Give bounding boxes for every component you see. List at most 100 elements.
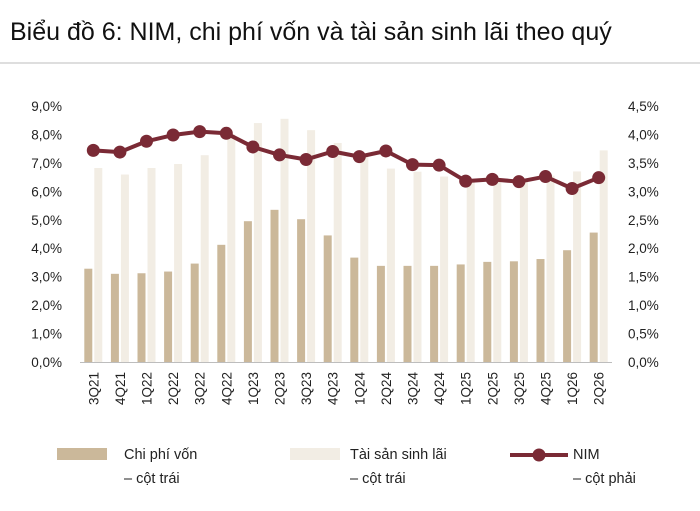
bar-tai-san-sinh-lai	[280, 118, 289, 362]
nim-point	[326, 145, 340, 159]
x-tick-label: 1Q25	[459, 372, 474, 405]
x-tick-label: 4Q23	[326, 372, 341, 405]
y-right-tick-label: 3,5%	[628, 156, 659, 171]
y-left-tick-label: 4,0%	[31, 241, 62, 256]
bar-tai-san-sinh-lai	[94, 168, 103, 362]
nim-point	[565, 181, 579, 195]
nim-point	[592, 171, 606, 185]
bar-chi-phi-von	[483, 261, 492, 362]
bar-tai-san-sinh-lai	[253, 123, 262, 362]
nim-point	[193, 125, 207, 139]
nim-point	[379, 144, 393, 158]
y-left-tick-label: 8,0%	[31, 127, 62, 142]
legend-swatch-tai-san-sinh-lai	[290, 448, 340, 460]
legend-sublabel-chi-phi-von: – cột trái	[124, 471, 180, 487]
y-right-tick-label: 3,0%	[628, 184, 659, 199]
x-tick-label: 4Q25	[539, 372, 554, 405]
x-tick-label: 1Q24	[352, 372, 367, 406]
bar-chi-phi-von	[270, 209, 279, 362]
nim-point	[352, 150, 366, 164]
bar-tai-san-sinh-lai	[147, 168, 156, 362]
nim-point	[246, 140, 260, 154]
x-tick-label: 2Q26	[592, 372, 607, 405]
bar-chi-phi-von	[376, 265, 385, 362]
x-tick-label: 3Q21	[86, 372, 101, 405]
bar-tai-san-sinh-lai	[519, 180, 528, 362]
nim-point	[273, 148, 286, 162]
y-left-tick-label: 3,0%	[31, 270, 62, 285]
nim-point	[113, 145, 127, 159]
bar-chi-phi-von	[350, 257, 359, 362]
nim-point	[86, 143, 100, 157]
nim-point	[406, 158, 419, 172]
nim-point	[140, 134, 153, 148]
y-right-tick-label: 1,0%	[628, 298, 659, 313]
bar-chi-phi-von	[509, 261, 518, 362]
bar-tai-san-sinh-lai	[360, 154, 369, 362]
bar-chi-phi-von	[164, 271, 173, 362]
bar-tai-san-sinh-lai	[599, 150, 608, 362]
legend-label-nim: NIM	[573, 447, 600, 463]
nim-point	[459, 174, 473, 188]
bar-tai-san-sinh-lai	[333, 142, 342, 362]
x-tick-label: 2Q24	[379, 372, 394, 406]
bar-tai-san-sinh-lai	[200, 155, 209, 362]
x-tick-label: 4Q24	[432, 372, 447, 406]
x-tick-label: 3Q22	[193, 372, 208, 405]
x-tick-label: 3Q25	[512, 372, 527, 405]
bar-chi-phi-von	[323, 235, 332, 362]
bar-chi-phi-von	[403, 265, 412, 362]
y-left-tick-label: 7,0%	[31, 156, 62, 171]
legend-sublabel-tai-san-sinh-lai: – cột trái	[350, 471, 406, 487]
y-right-tick-label: 2,0%	[628, 241, 659, 256]
bar-chi-phi-von	[430, 265, 439, 362]
bar-tai-san-sinh-lai	[174, 164, 183, 362]
x-tick-label: 1Q23	[246, 372, 261, 405]
y-right-tick-label: 0,0%	[628, 355, 659, 370]
bar-chi-phi-von	[536, 259, 545, 362]
nim-point	[166, 128, 180, 142]
y-left-tick-label: 2,0%	[31, 298, 62, 313]
bar-tai-san-sinh-lai	[546, 175, 555, 362]
bar-tai-san-sinh-lai	[227, 134, 236, 362]
nim-point	[539, 170, 552, 184]
y-right-tick-label: 2,5%	[628, 213, 659, 228]
legend-label-chi-phi-von: Chi phí vốn	[124, 447, 197, 463]
x-tick-label: 2Q22	[166, 372, 181, 405]
title-divider	[0, 62, 700, 64]
bar-tai-san-sinh-lai	[120, 174, 129, 362]
y-right-tick-label: 1,5%	[628, 270, 659, 285]
nim-point	[219, 126, 233, 140]
bar-chi-phi-von	[563, 250, 572, 362]
bar-chi-phi-von	[217, 244, 226, 362]
bar-chi-phi-von	[297, 219, 306, 362]
nim-point	[432, 158, 446, 172]
x-tick-label: 3Q24	[406, 372, 421, 406]
bar-tai-san-sinh-lai	[466, 179, 475, 362]
nim-point	[485, 172, 499, 186]
bar-chi-phi-von	[190, 263, 199, 362]
chart-title: Biểu đồ 6: NIM, chi phí vốn và tài sản s…	[10, 18, 612, 46]
y-right-tick-label: 0,5%	[628, 327, 659, 342]
bar-chi-phi-von	[84, 268, 93, 362]
bar-chi-phi-von	[456, 264, 465, 362]
bar-tai-san-sinh-lai	[493, 179, 502, 362]
bar-tai-san-sinh-lai	[440, 176, 449, 362]
x-tick-label: 1Q26	[565, 372, 580, 405]
x-tick-label: 4Q22	[219, 372, 234, 405]
bar-tai-san-sinh-lai	[386, 168, 395, 362]
y-right-tick-label: 4,0%	[628, 127, 659, 142]
x-tick-label: 4Q21	[113, 372, 128, 405]
x-tick-label: 3Q23	[299, 372, 314, 405]
bar-chi-phi-von	[243, 221, 252, 362]
x-tick-label: 2Q25	[485, 372, 500, 405]
bar-tai-san-sinh-lai	[307, 130, 316, 362]
legend-sublabel-nim: – cột phải	[573, 471, 636, 487]
y-left-tick-label: 5,0%	[31, 213, 62, 228]
y-left-tick-label: 9,0%	[31, 99, 62, 114]
bar-chi-phi-von	[110, 273, 119, 362]
x-tick-label: 1Q22	[140, 372, 155, 405]
bar-tai-san-sinh-lai	[573, 171, 582, 362]
